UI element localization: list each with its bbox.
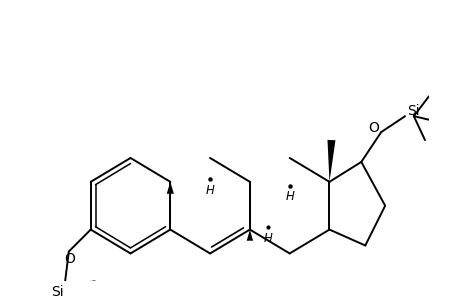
Text: Si: Si — [407, 104, 419, 118]
Text: Si: Si — [51, 285, 64, 299]
Polygon shape — [166, 182, 174, 194]
Text: H: H — [263, 232, 272, 245]
Text: O: O — [64, 252, 75, 266]
Polygon shape — [327, 140, 335, 182]
Text: H: H — [205, 184, 214, 197]
Text: H: H — [285, 190, 293, 203]
Text: O: O — [368, 121, 379, 135]
Polygon shape — [246, 230, 252, 241]
